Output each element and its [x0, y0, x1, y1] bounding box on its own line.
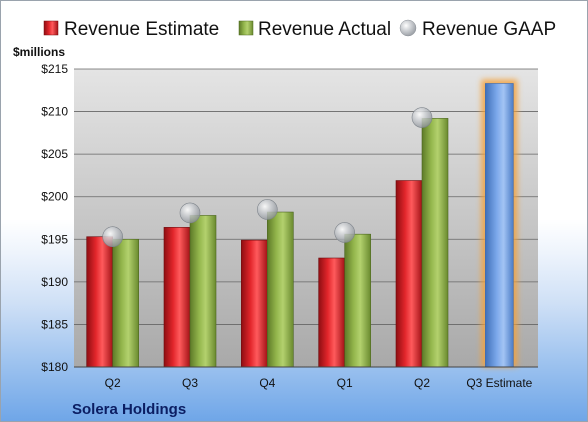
- x-tick-label: Q2: [105, 376, 121, 390]
- x-tick-label: Q4: [259, 376, 275, 390]
- y-axis-ticks: $180 $185 $190 $195 $200 $205 $210 $215: [41, 62, 68, 374]
- bar-revenue-estimate: [163, 227, 191, 368]
- y-tick-label: $195: [41, 232, 68, 246]
- x-tick-label: Q3 Estimate: [466, 376, 532, 390]
- y-axis-unit-label: $millions: [13, 45, 65, 59]
- marker-revenue-gaap: [179, 202, 201, 224]
- legend-item-gaap[interactable]: Revenue GAAP: [399, 19, 556, 40]
- gridlines: [74, 68, 538, 368]
- bar-q3-estimate: [485, 83, 514, 368]
- marker-revenue-gaap: [257, 199, 278, 220]
- y-tick-label: $185: [41, 317, 68, 331]
- y-tick-label: $215: [41, 62, 68, 76]
- plot-area: [74, 69, 538, 367]
- marker-revenue-gaap: [334, 222, 355, 243]
- y-tick-label: $190: [41, 275, 68, 289]
- marker-revenue-gaap: [411, 107, 433, 128]
- bars: [86, 79, 518, 368]
- legend-label-gaap: Revenue GAAP: [422, 19, 556, 40]
- bar-revenue-actual: [344, 233, 371, 368]
- bar-revenue-estimate: [395, 180, 423, 368]
- x-tick-label: Q3: [182, 376, 198, 390]
- marker-revenue-gaap: [102, 226, 123, 248]
- legend-swatch-actual: [238, 20, 254, 36]
- bar-revenue-actual: [421, 118, 449, 368]
- legend-swatch-gaap: [399, 19, 417, 37]
- bar-revenue-actual: [189, 215, 217, 368]
- bar-revenue-actual: [112, 238, 139, 368]
- bar-revenue-estimate: [318, 257, 345, 368]
- legend-label-actual: Revenue Actual: [258, 19, 391, 40]
- company-name: Solera Holdings: [72, 401, 186, 418]
- y-tick-label: $180: [41, 360, 68, 374]
- legend-item-estimate[interactable]: Revenue Estimate: [43, 19, 219, 40]
- x-tick-label: Q1: [337, 376, 353, 390]
- y-tick-label: $205: [41, 147, 68, 161]
- bar-revenue-estimate: [86, 236, 113, 368]
- legend-label-estimate: Revenue Estimate: [64, 19, 219, 40]
- x-tick-label: Q2: [414, 376, 430, 390]
- bar-revenue-actual: [267, 211, 294, 368]
- y-tick-label: $210: [41, 105, 68, 119]
- y-tick-label: $200: [41, 190, 68, 204]
- legend-item-actual[interactable]: Revenue Actual: [238, 19, 391, 40]
- bar-revenue-estimate: [241, 239, 268, 368]
- legend-swatch-estimate: [43, 20, 59, 36]
- legend: Revenue Estimate Revenue Actual Revenue …: [43, 19, 556, 40]
- gaap-markers: [102, 107, 433, 248]
- x-axis-ticks: Q2 Q3 Q4 Q1 Q2 Q3 Estimate: [105, 376, 533, 390]
